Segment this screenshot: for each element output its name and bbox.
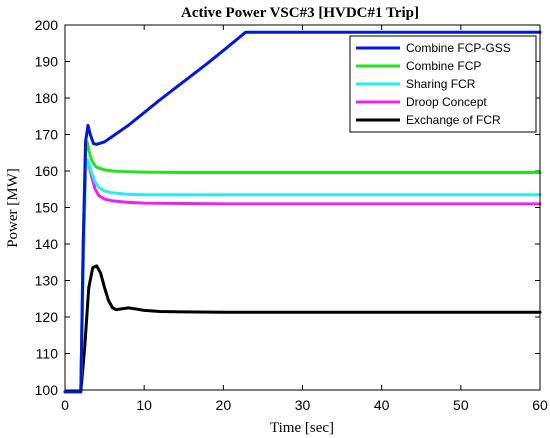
legend-label: Combine FCP	[406, 59, 481, 73]
series-lines	[63, 30, 542, 394]
plot-area-frame	[64, 24, 541, 391]
chart-title: Active Power VSC#3 [HVDC#1 Trip]	[181, 5, 419, 21]
x-tick-label: 50	[453, 397, 469, 413]
series-line-combine-fcp-gss	[63, 30, 542, 394]
x-tick-label: 10	[136, 397, 152, 413]
y-tick-label: 150	[35, 200, 59, 216]
legend-label: Exchange of FCR	[406, 113, 501, 127]
series-line-sharing-fcr	[63, 158, 542, 394]
x-tick-label: 40	[374, 397, 390, 413]
legend: Combine FCP-GSS Combine FCP Sharing FCR Dro…	[349, 35, 537, 133]
y-tick-label: 130	[35, 273, 59, 289]
x-tick-label: 20	[216, 397, 232, 413]
y-tick-label: 180	[35, 90, 59, 106]
y-tick-label: 170	[35, 127, 59, 143]
y-tick-label: 140	[35, 236, 59, 252]
legend-label: Combine FCP-GSS	[406, 41, 511, 55]
series-line-combine-fcp	[63, 140, 542, 394]
x-axis-label: Time [sec]	[270, 420, 334, 436]
legend-label: Droop Concept	[406, 95, 487, 109]
tick-layer: 0 10 20 30 40 50 60 100 110 120 130 140 150 160 170 180…	[35, 17, 548, 413]
legend-label: Sharing FCR	[406, 77, 476, 91]
series-line-exchange-of-fcr	[63, 264, 542, 394]
y-axis-label: Power [MW]	[5, 168, 21, 248]
y-tick-label: 110	[36, 346, 59, 362]
y-tick-label: 120	[35, 309, 59, 325]
x-tick-label: 30	[295, 397, 311, 413]
y-tick-label: 190	[35, 54, 59, 70]
x-tick-label: 60	[532, 397, 548, 413]
y-tick-label: 200	[35, 17, 59, 33]
x-tick-label: 0	[61, 397, 69, 413]
y-tick-label: 160	[35, 163, 59, 179]
y-tick-label: 100	[35, 382, 59, 398]
